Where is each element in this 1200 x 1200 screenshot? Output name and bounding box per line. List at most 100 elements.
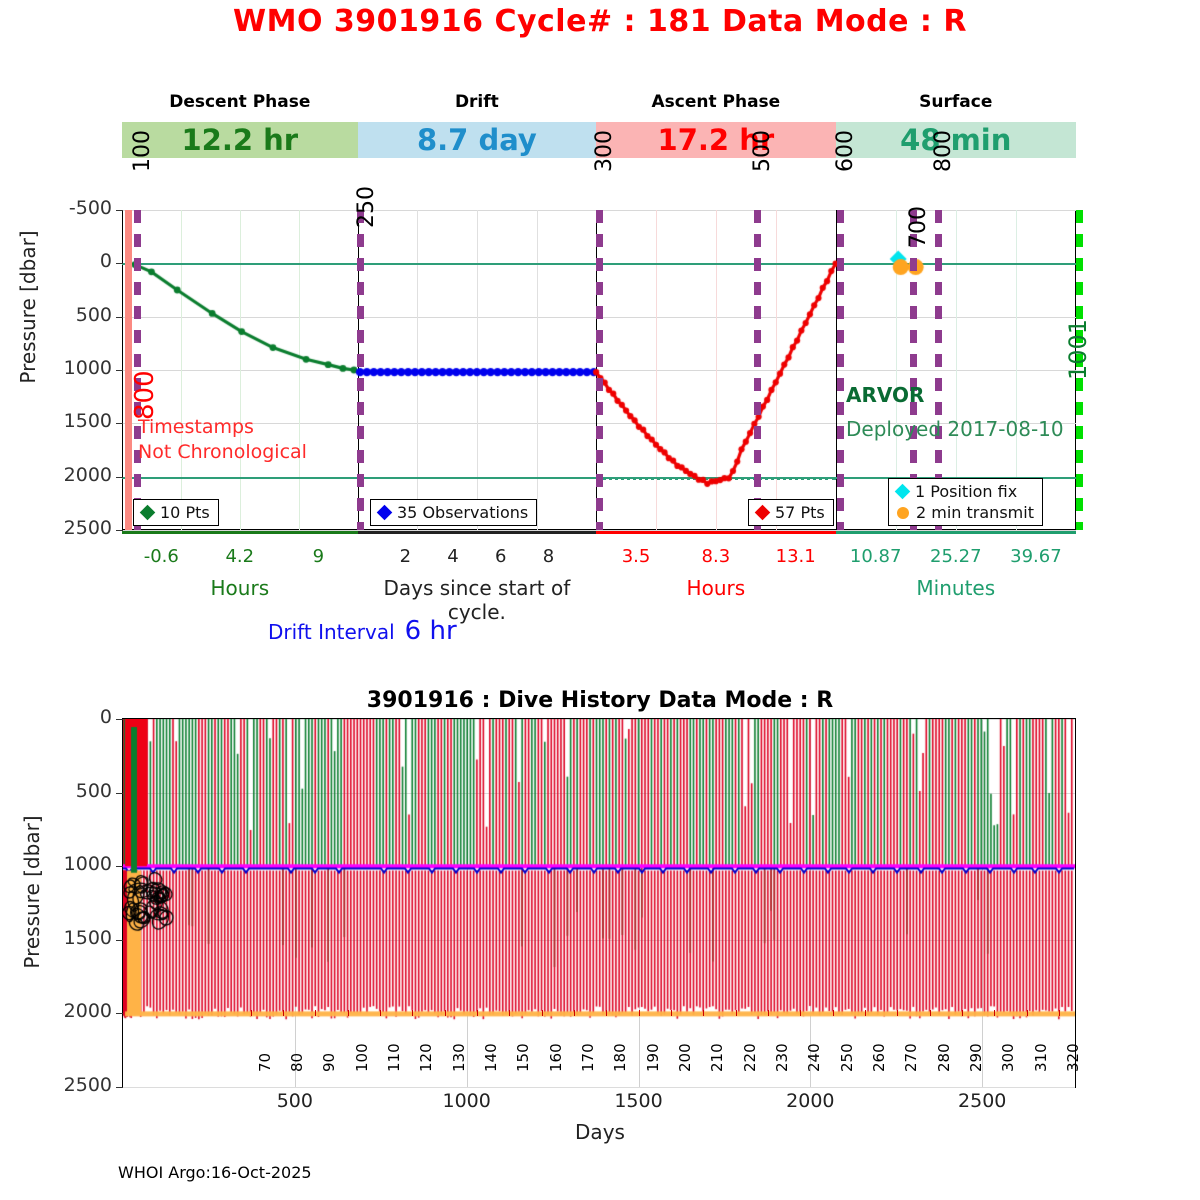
phase-title-1: Drift xyxy=(454,92,499,112)
legend-descent: 10 Pts xyxy=(133,499,219,526)
history-gridline-h xyxy=(123,1087,1075,1088)
x-tick-label: 2 xyxy=(399,546,412,567)
x-axis-group-label-3: Minutes xyxy=(916,576,996,600)
y-tick-label: 1000 xyxy=(63,357,112,379)
dive-history-x-axis-label: Days xyxy=(575,1120,625,1144)
y-tick xyxy=(116,263,123,265)
y-tick-label: 500 xyxy=(75,303,112,326)
cycle-tick xyxy=(476,1010,478,1016)
x-tick-label: 3.5 xyxy=(621,546,651,567)
drift-interval-label: Drift Interval xyxy=(268,620,395,644)
event-marker-label-300: 300 xyxy=(592,130,617,172)
legend-descent-label: 10 Pts xyxy=(160,503,210,522)
x-tick-label: 4 xyxy=(447,546,459,567)
timestamp-warning-line1: Timestamps xyxy=(138,416,254,438)
cycle-number-label: 300 xyxy=(999,1043,1018,1072)
phase-duration-0: 12.2 hr xyxy=(181,123,299,157)
x-tick-label: 8 xyxy=(542,546,555,567)
cycle-number-label: 140 xyxy=(481,1043,500,1072)
cycle-number-label: 290 xyxy=(966,1043,985,1072)
drift-interval: Drift Interval 6 hr xyxy=(268,616,457,646)
x-axis-group-label-0: Hours xyxy=(210,576,270,600)
x-axis-rule-2 xyxy=(596,531,836,534)
x-tick-label: -0.6 xyxy=(143,546,179,567)
history-x-tick-label: 2500 xyxy=(958,1090,1007,1112)
cycle-y-axis-label: Pressure [dbar] xyxy=(16,230,40,384)
history-y-tick xyxy=(116,939,123,941)
cycle-tick xyxy=(994,1010,996,1016)
legend-ascent-label: 57 Pts xyxy=(775,503,825,522)
cycle-tick xyxy=(735,1010,737,1016)
page-title: WMO 3901916 Cycle# : 181 Data Mode : R xyxy=(233,4,967,39)
history-y-tick-label: 1500 xyxy=(63,926,112,949)
x-tick-label: 4.2 xyxy=(225,546,255,567)
cycle-tick xyxy=(509,1010,511,1016)
transmit-icon xyxy=(897,506,909,519)
phase-title-0: Descent Phase xyxy=(169,92,311,112)
cycle-tick xyxy=(379,1010,381,1016)
phase-title-3: Surface xyxy=(919,92,993,112)
drift-interval-value: 6 hr xyxy=(404,616,457,646)
event-marker-label-800: 800 xyxy=(931,130,956,172)
phase-duration-1: 8.7 day xyxy=(416,123,537,157)
event-marker-600 xyxy=(837,210,844,530)
x-tick-label: 25.27 xyxy=(930,546,982,567)
legend-ascent: 57 Pts xyxy=(748,499,834,526)
cycle-tick xyxy=(832,1010,834,1016)
legend-surface: 1 Position fix 2 min transmit xyxy=(888,478,1043,526)
event-marker-700 xyxy=(910,210,917,530)
x-tick-label: 13.1 xyxy=(775,546,816,567)
x-axis-group-label-2: Hours xyxy=(686,576,746,600)
cycle-tick xyxy=(1058,1010,1060,1016)
x-tick-label: 39.67 xyxy=(1010,546,1062,567)
y-tick xyxy=(116,423,123,425)
cycle-tick xyxy=(606,1010,608,1016)
x-tick-label: 10.87 xyxy=(849,546,902,567)
cycle-tick xyxy=(670,1010,672,1016)
event-marker-label-600: 600 xyxy=(833,130,858,172)
float-type-label: ARVOR xyxy=(846,383,925,407)
history-y-tick xyxy=(116,792,123,794)
history-x-tick-label: 500 xyxy=(276,1090,313,1112)
y-tick-label: 1500 xyxy=(63,410,112,433)
cycle-number-label: 280 xyxy=(934,1043,953,1072)
cycle-number-label: 320 xyxy=(1063,1043,1082,1072)
marker-label-green: 1001 xyxy=(1064,318,1092,380)
cycle-number-label: 110 xyxy=(384,1043,403,1072)
event-marker-800 xyxy=(935,210,942,530)
cycle-number-label: 160 xyxy=(546,1043,565,1072)
x-tick-label: 6 xyxy=(495,546,507,567)
legend-drift: 35 Observations xyxy=(370,499,538,526)
phase-duration-2: 17.2 hr xyxy=(657,123,775,157)
cycle-number-label: 130 xyxy=(449,1043,468,1072)
cycle-tick xyxy=(541,1010,543,1016)
x-axis-group-label-1: Days since start of cycle. xyxy=(383,576,571,624)
cycle-number-label: 80 xyxy=(287,1052,306,1072)
y-tick-label: 2500 xyxy=(63,517,112,539)
phase-title-2: Ascent Phase xyxy=(651,92,781,112)
cycle-tick xyxy=(767,1010,769,1016)
dive-history-y-axis-label: Pressure [dbar] xyxy=(20,815,44,969)
history-x-tick-label: 1000 xyxy=(442,1090,491,1112)
descent-marker-icon xyxy=(139,504,156,521)
x-tick-label: 8.3 xyxy=(701,546,731,567)
history-y-tick-label: 500 xyxy=(75,779,112,802)
y-tick-label: 2000 xyxy=(63,463,112,486)
cycle-number-label: 270 xyxy=(902,1043,921,1072)
y-tick xyxy=(116,476,123,478)
cycle-number-label: 240 xyxy=(805,1043,824,1072)
cycle-tick xyxy=(315,1010,317,1016)
cycle-number-label: 230 xyxy=(772,1043,791,1072)
dive-history-canvas xyxy=(123,719,1075,1087)
event-marker-100 xyxy=(134,210,141,530)
history-y-tick-label: 2500 xyxy=(63,1074,112,1096)
cycle-tick xyxy=(961,1010,963,1016)
history-y-tick-label: 1000 xyxy=(63,853,112,876)
cycle-tick xyxy=(250,1010,252,1016)
cycle-number-label: 150 xyxy=(514,1043,533,1072)
cycle-number-label: 90 xyxy=(320,1052,339,1072)
x-tick-label: 9 xyxy=(312,546,325,567)
y-tick-label: -500 xyxy=(68,197,112,219)
history-x-tick-label: 2000 xyxy=(786,1090,835,1112)
legend-drift-label: 35 Observations xyxy=(397,503,529,522)
